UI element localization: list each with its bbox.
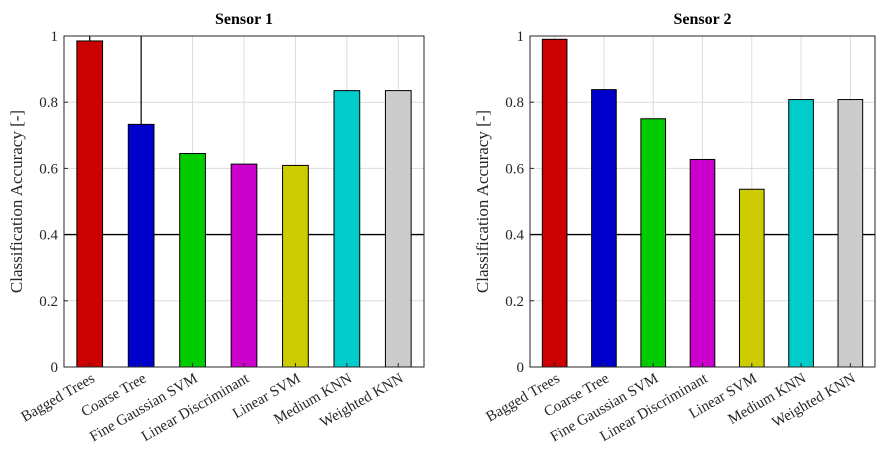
y-tick-label: 0.4	[39, 228, 58, 244]
bar-medium-knn	[788, 99, 814, 368]
bar-fine-gaussian-svm	[179, 153, 206, 368]
y-axis-label: Classification Accuracy [-]	[473, 110, 492, 293]
bar-linear-svm	[282, 164, 309, 368]
y-tick-label: 0.6	[39, 161, 58, 177]
y-tick-label: 0.6	[505, 161, 524, 177]
y-tick-label: 0.2	[39, 294, 58, 310]
chart-panel-sensor-2: Sensor 2 Classification Accuracy [-] 0 0.…	[473, 11, 876, 445]
y-tick-label: 0.4	[505, 228, 524, 244]
y-tick-label: 0.8	[39, 95, 58, 111]
bar-bagged-trees	[541, 38, 568, 368]
axes-box	[529, 35, 876, 368]
y-tick-label: 1	[517, 29, 525, 45]
bar-medium-knn	[333, 90, 361, 368]
y-tick-label: 0.8	[505, 95, 524, 111]
bar-linear-discriminant	[230, 163, 258, 368]
bar-fine-gaussian-svm	[640, 118, 667, 368]
chart-title: Sensor 2	[674, 11, 732, 28]
bar-weighted-knn	[384, 90, 412, 368]
y-tick-label: 0.2	[505, 294, 524, 310]
y-axis-label: Classification Accuracy [-]	[7, 110, 26, 293]
y-tick-label: 0	[517, 360, 525, 376]
x-tick-label: Weighted KNN	[770, 371, 859, 432]
y-tick-label: 1	[51, 29, 59, 45]
bar-weighted-knn	[837, 99, 864, 368]
bar-linear-discriminant	[689, 158, 716, 368]
chart-panel-sensor-1: Sensor 1 Classification Accuracy [-] 0 0.…	[7, 11, 425, 445]
chart-title: Sensor 1	[215, 11, 273, 28]
bar-coarse-tree	[591, 89, 617, 368]
bar-linear-svm	[738, 188, 765, 368]
axes-box	[63, 35, 425, 368]
y-tick-label: 0	[51, 360, 59, 376]
bar-coarse-tree	[127, 123, 155, 368]
bar-bagged-trees	[76, 40, 104, 368]
